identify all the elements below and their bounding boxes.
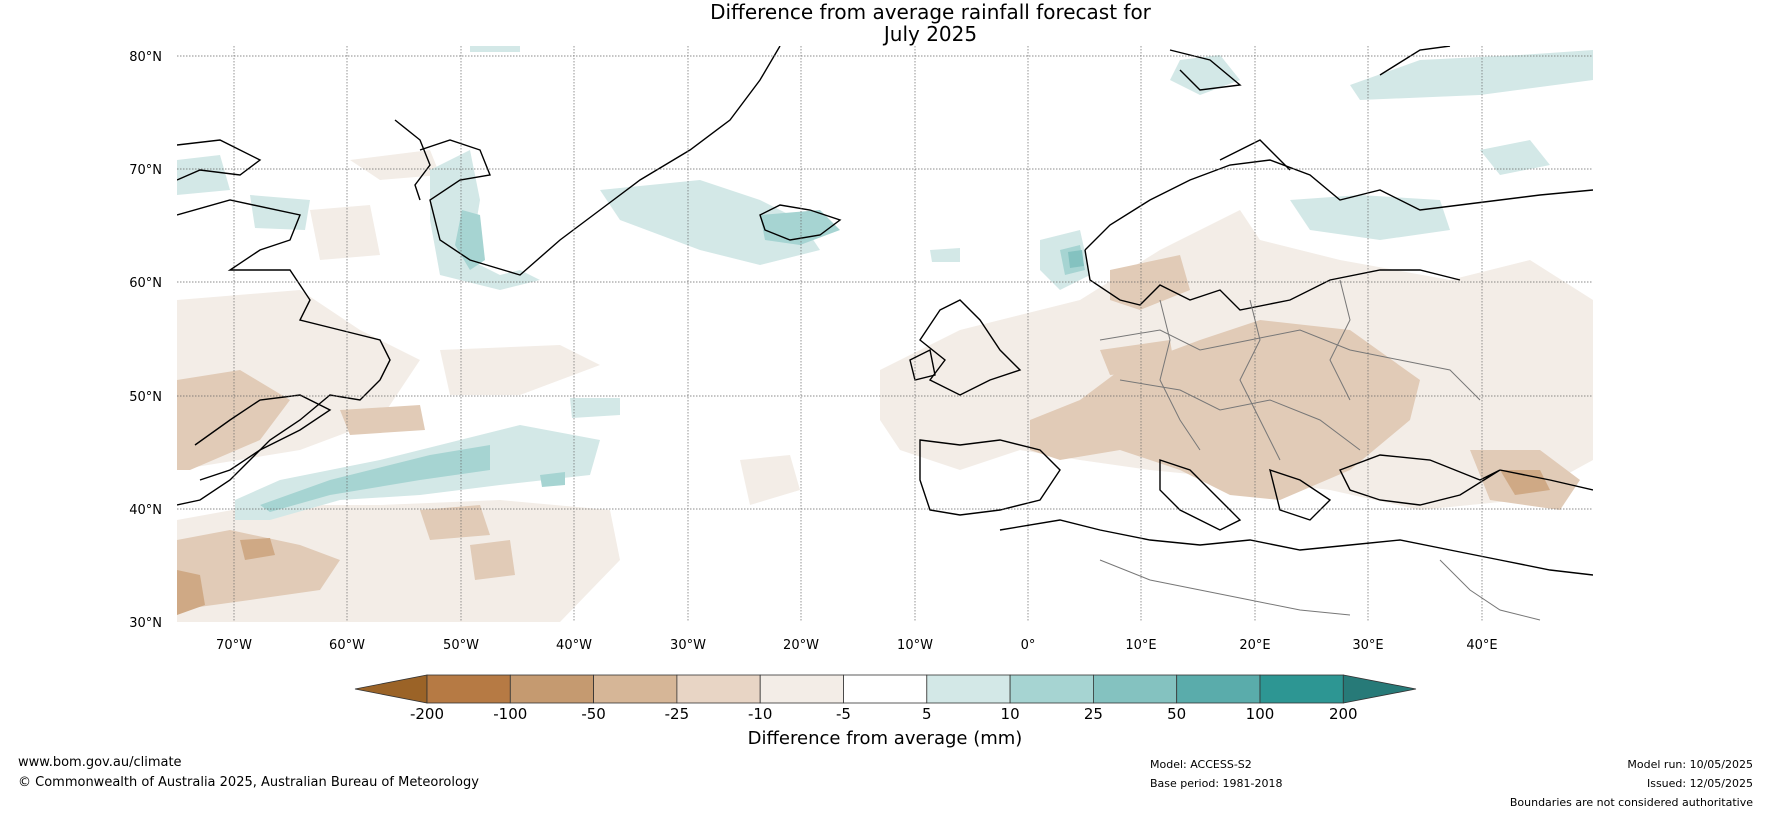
website-text: www.bom.gov.au/climate: [18, 755, 182, 770]
shading-moderate-dry: [177, 255, 1580, 610]
lon-label: 20°W: [783, 638, 819, 653]
lat-label: 80°N: [129, 50, 162, 65]
lon-label: 10°W: [897, 638, 933, 653]
colorbar-tick-label: 25: [1084, 705, 1103, 723]
shading-strong-dry: [177, 470, 1550, 615]
lat-label: 50°N: [129, 390, 162, 405]
colorbar-segment: [426, 674, 511, 704]
colorbar-segment: [676, 674, 761, 704]
lat-label: 70°N: [129, 163, 162, 178]
colorbar-tick-label: -5: [836, 705, 851, 723]
lon-label: 50°W: [443, 638, 479, 653]
colorbar-arrow-left: [354, 674, 428, 704]
colorbar-tick-label: -200: [410, 705, 444, 723]
lat-label: 40°N: [129, 503, 162, 518]
colorbar-tick-label: 100: [1246, 705, 1275, 723]
map-title-line-2: July 2025: [883, 22, 978, 46]
model-text: Model: ACCESS-S2: [1150, 758, 1252, 771]
colorbar-segment: [843, 674, 928, 704]
colorbar-segment: [926, 674, 1011, 704]
longitude-labels: 70°W 60°W 50°W 40°W 30°W 20°W 10°W 0° 10…: [216, 638, 1498, 653]
colorbar-tick-label: -25: [665, 705, 690, 723]
lat-label: 60°N: [129, 276, 162, 291]
colorbar-segment: [1009, 674, 1094, 704]
lon-label: 20°E: [1239, 638, 1270, 653]
colorbar: -200 -100 -50 -25 -10 -5 5 10 25 50 100 …: [354, 674, 1417, 749]
coastlines: [177, 46, 1593, 576]
colorbar-segment: [1259, 674, 1344, 704]
colorbar-tick-label: -100: [493, 705, 527, 723]
copyright-text: © Commonwealth of Australia 2025, Austra…: [18, 775, 479, 790]
colorbar-title: Difference from average (mm): [748, 728, 1023, 749]
colorbar-segment: [509, 674, 594, 704]
colorbar-tick-label: 50: [1167, 705, 1186, 723]
base-period-text: Base period: 1981-2018: [1150, 777, 1283, 790]
issued-text: Issued: 12/05/2025: [1646, 777, 1753, 790]
colorbar-tick-label: -10: [748, 705, 773, 723]
graticule: [177, 46, 1593, 622]
lon-label: 30°E: [1352, 638, 1383, 653]
colorbar-tick-label: 200: [1329, 705, 1358, 723]
latitude-labels: 80°N 70°N 60°N 50°N 40°N 30°N: [129, 50, 162, 631]
colorbar-segment: [593, 674, 678, 704]
disclaimer-text: Boundaries are not considered authoritat…: [1509, 796, 1753, 809]
lon-label: 30°W: [670, 638, 706, 653]
colorbar-tick-label: 5: [922, 705, 932, 723]
lon-label: 10°E: [1125, 638, 1156, 653]
lon-label: 40°E: [1466, 638, 1497, 653]
colorbar-tick-label: 10: [1001, 705, 1020, 723]
colorbar-segment: [1176, 674, 1261, 704]
colorbar-arrow-right: [1342, 674, 1417, 704]
colorbar-segment: [1093, 674, 1178, 704]
country-borders: [1099, 279, 1541, 621]
shading-strong-wet: [1068, 250, 1084, 268]
lon-label: 70°W: [216, 638, 252, 653]
map-title-line-1: Difference from average rainfall forecas…: [710, 0, 1151, 24]
colorbar-tick-label: -50: [581, 705, 606, 723]
lat-label: 30°N: [129, 616, 162, 631]
lon-label: 0°: [1021, 638, 1036, 653]
colorbar-segment: [759, 674, 844, 704]
lon-label: 60°W: [329, 638, 365, 653]
model-run-text: Model run: 10/05/2025: [1627, 758, 1753, 771]
lon-label: 40°W: [556, 638, 592, 653]
anomaly-shading: [177, 46, 1593, 622]
